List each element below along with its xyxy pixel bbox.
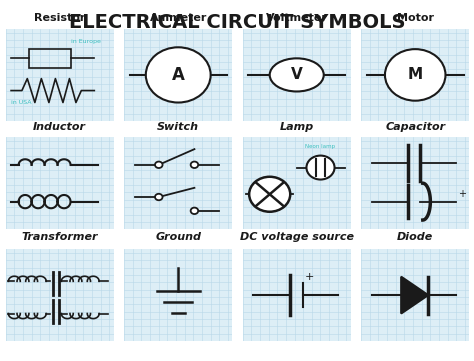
Ellipse shape <box>270 58 324 91</box>
Text: A: A <box>172 66 185 84</box>
Circle shape <box>146 47 210 103</box>
Text: in Europe: in Europe <box>71 39 100 44</box>
Text: +: + <box>305 272 314 282</box>
Polygon shape <box>401 277 428 313</box>
Text: Ammeter: Ammeter <box>149 13 207 23</box>
Circle shape <box>307 156 335 179</box>
Circle shape <box>155 162 163 168</box>
Text: +: + <box>458 189 466 199</box>
Circle shape <box>191 208 198 214</box>
Text: Diode: Diode <box>397 232 433 242</box>
Text: ELECTRICAL CIRCUIT SYMBOLS: ELECTRICAL CIRCUIT SYMBOLS <box>69 13 405 32</box>
Circle shape <box>249 177 290 212</box>
Circle shape <box>385 49 446 101</box>
Text: M: M <box>408 68 423 82</box>
Text: Inductor: Inductor <box>33 122 86 132</box>
Text: Motor: Motor <box>397 13 434 23</box>
Text: V: V <box>291 68 302 82</box>
Text: Resistor: Resistor <box>34 13 85 23</box>
Text: Transformer: Transformer <box>21 232 98 242</box>
Text: Lamp: Lamp <box>280 122 314 132</box>
Circle shape <box>191 162 198 168</box>
Text: Ground: Ground <box>155 232 201 242</box>
Text: DC voltage source: DC voltage source <box>240 232 354 242</box>
Text: Capacitor: Capacitor <box>385 122 445 132</box>
Circle shape <box>155 194 163 200</box>
Bar <box>29 49 71 68</box>
Text: in USA: in USA <box>11 100 32 105</box>
Text: Voltmeter: Voltmeter <box>266 13 328 23</box>
Text: Neon lamp: Neon lamp <box>305 144 336 149</box>
Text: Switch: Switch <box>157 122 199 132</box>
